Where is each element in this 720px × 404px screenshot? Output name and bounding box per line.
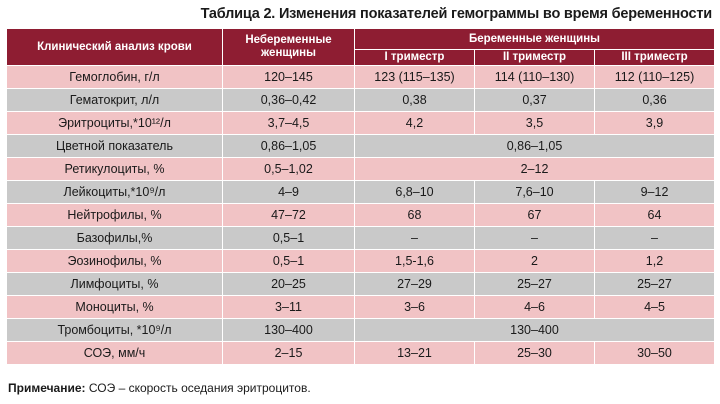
row-parameter-name: Гемоглобин, г/л [6,65,223,89]
row-parameter-name: Нейтрофилы, % [6,203,223,227]
row-trimester-3-value: 64 [594,203,715,227]
row-trimester-1-value: 0,38 [354,88,475,112]
row-nonpregnant-value: 47–72 [222,203,355,227]
table-row: Лейкоциты,*10⁹/л 4–9 6,8–10 7,6–10 9–12 [6,180,715,204]
table-row: Гемоглобин, г/л 120–145 123 (115–135) 114 (… [6,65,715,89]
footnote-text: СОЭ – скорость оседания эритроцитов. [88,381,311,395]
row-trimester-2-value: 2 [474,249,595,273]
row-trimester-1-value: 3–6 [354,295,475,319]
row-parameter-name: Тромбоциты, *10⁹/л [6,318,223,342]
row-parameter-name: Эритроциты,*10¹²/л [6,111,223,135]
row-trimester-3-value: 25–27 [594,272,715,296]
row-trimester-2-value: 3,5 [474,111,595,135]
row-trimester-1-value: 123 (115–135) [354,65,475,89]
row-pregnant-value: 0,86–1,05 [354,134,715,158]
header-nonpregnant: Небеременные женщины [222,28,355,66]
row-nonpregnant-value: 4–9 [222,180,355,204]
row-trimester-2-value: 114 (110–130) [474,65,595,89]
table-row: Гематокрит, л/л 0,36–0,42 0,38 0,37 0,36 [6,88,715,112]
header-trimester-2: II триместр [474,49,595,66]
row-trimester-1-value: 13–21 [354,341,475,365]
row-trimester-1-value: 27–29 [354,272,475,296]
table-caption: Таблица 2. Изменения показателей гемогра… [200,6,713,22]
row-parameter-name: Лимфоциты, % [6,272,223,296]
row-trimester-2-value: 67 [474,203,595,227]
row-parameter-name: Моноциты, % [6,295,223,319]
table-row: Цветной показатель 0,86–1,05 0,86–1,05 [6,134,715,158]
row-parameter-name: Лейкоциты,*10⁹/л [6,180,223,204]
row-trimester-1-value: 4,2 [354,111,475,135]
row-trimester-3-value: 4–5 [594,295,715,319]
row-parameter-name: Базофилы,% [6,226,223,250]
row-trimester-3-value: 3,9 [594,111,715,135]
row-parameter-name: Цветной показатель [6,134,223,158]
row-nonpregnant-value: 3,7–4,5 [222,111,355,135]
row-trimester-3-value: 1,2 [594,249,715,273]
table-row: Эритроциты,*10¹²/л 3,7–4,5 4,2 3,5 3,9 [6,111,715,135]
row-trimester-2-value: 0,37 [474,88,595,112]
row-trimester-2-value: 7,6–10 [474,180,595,204]
row-trimester-3-value: 112 (110–125) [594,65,715,89]
row-nonpregnant-value: 20–25 [222,272,355,296]
table-row: Базофилы,% 0,5–1– – – [6,226,715,250]
row-nonpregnant-value: 0,5–1 [222,249,355,273]
row-nonpregnant-value: 0,5–1,02 [222,157,355,181]
footnote: Примечание: СОЭ – скорость оседания эрит… [8,381,311,395]
table-row: Тромбоциты, *10⁹/л 130–400 130–400 [6,318,715,342]
row-nonpregnant-value: 2–15 [222,341,355,365]
header-analysis: Клинический анализ крови [6,28,223,66]
table-row: Нейтрофилы, % 47–72 68 67 64 [6,203,715,227]
row-pregnant-value: 2–12 [354,157,715,181]
header-trimester-1: I триместр [354,49,475,66]
row-pregnant-value: 130–400 [354,318,715,342]
row-nonpregnant-value: 130–400 [222,318,355,342]
row-nonpregnant-value: 0,36–0,42 [222,88,355,112]
row-trimester-1-value: – [354,226,475,250]
row-parameter-name: Эозинофилы, % [6,249,223,273]
row-trimester-2-value: 25–27 [474,272,595,296]
row-parameter-name: Ретикулоциты, % [6,157,223,181]
row-nonpregnant-value: 0,86–1,05 [222,134,355,158]
table-row: СОЭ, мм/ч 2–15 13–21 25–30 30–50 [6,341,715,365]
row-trimester-3-value: 9–12 [594,180,715,204]
table-row: Эозинофилы, % 0,5–1 1,5-1,6 2 1,2 [6,249,715,273]
row-parameter-name: Гематокрит, л/л [6,88,223,112]
header-trimester-3: III триместр [594,49,715,66]
footnote-label: Примечание: [8,381,86,395]
header-pregnant: Беременные женщины [354,28,715,50]
row-trimester-2-value: 4–6 [474,295,595,319]
row-trimester-2-value: – [474,226,595,250]
row-parameter-name: СОЭ, мм/ч [6,341,223,365]
row-trimester-1-value: 68 [354,203,475,227]
row-trimester-1-value: 6,8–10 [354,180,475,204]
table-row: Ретикулоциты, % 0,5–1,02 2–12 [6,157,715,181]
row-trimester-1-value: 1,5-1,6 [354,249,475,273]
row-nonpregnant-value: 3–11 [222,295,355,319]
table-row: Моноциты, % 3–11 3–6 4–6 4–5 [6,295,715,319]
table-body: Гемоглобин, г/л 120–145 123 (115–135) 114 (… [6,65,715,365]
row-trimester-3-value: – [594,226,715,250]
row-trimester-3-value: 30–50 [594,341,715,365]
row-nonpregnant-value: 0,5–1 [222,226,355,250]
table-row: Лимфоциты, % 20–25 27–29 25–27 25–27 [6,272,715,296]
row-trimester-3-value: 0,36 [594,88,715,112]
row-trimester-2-value: 25–30 [474,341,595,365]
hemogram-table: Клинический анализ крови Небеременные же… [6,28,715,365]
row-nonpregnant-value: 120–145 [222,65,355,89]
